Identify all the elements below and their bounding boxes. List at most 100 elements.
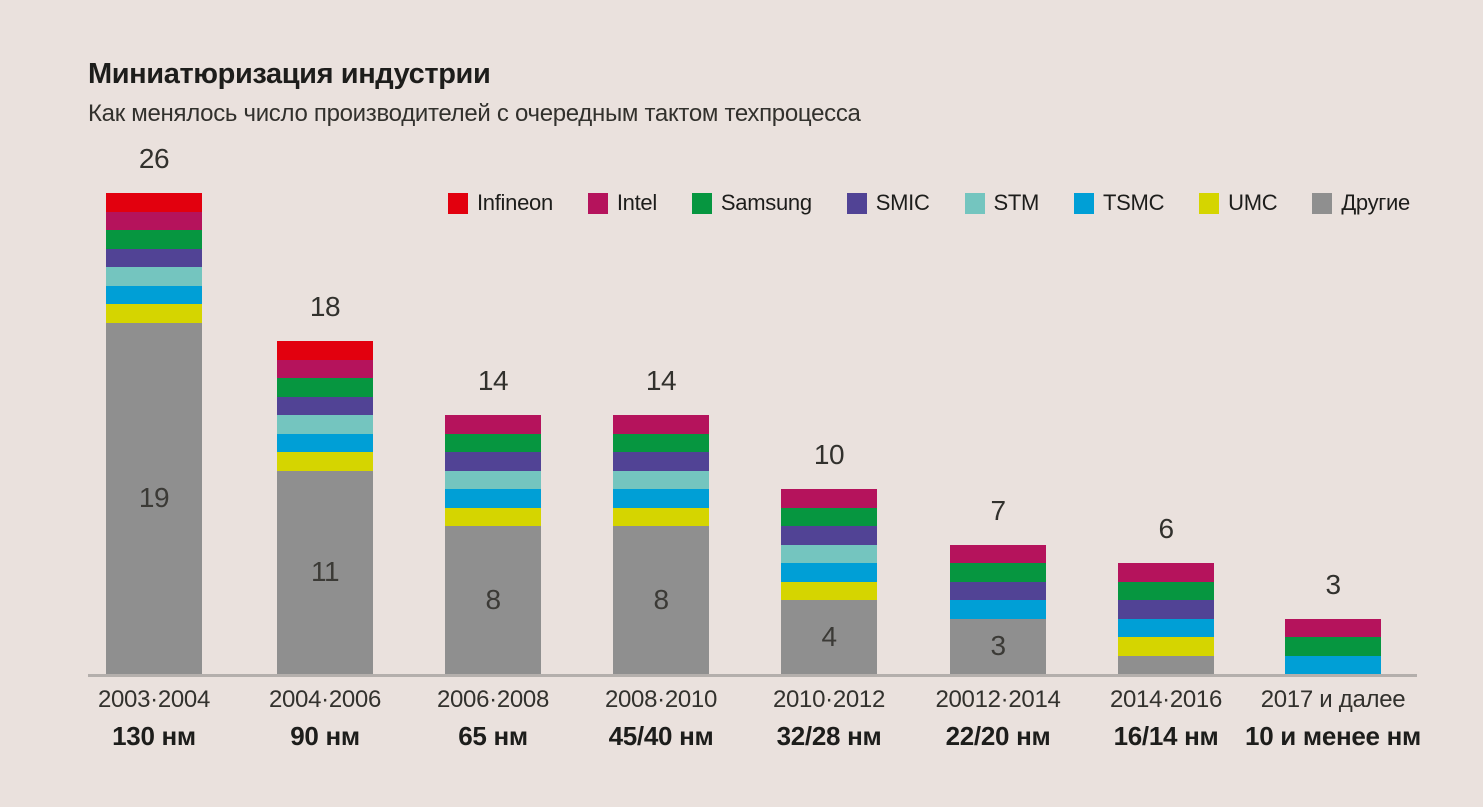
x-tick-node: 45/40 нм [608, 721, 714, 751]
legend-label: Другие [1341, 190, 1410, 215]
bar-segment-umc [781, 581, 877, 600]
legend-label: TSMC [1103, 190, 1165, 215]
bar-inside-label: 8 [653, 584, 669, 615]
x-tick-2006-2008: 2006·2008 65 нм [378, 686, 608, 752]
x-tick-2010-2012: 2010·2012 32/28 нм [714, 686, 944, 752]
bar-total-label: 26 [138, 143, 170, 174]
bar-segment-tsmc [950, 600, 1046, 619]
x-tick-node: 22/20 нм [945, 721, 1051, 751]
stacked-bar-45-40-нм: 8 [613, 415, 709, 674]
bar-segment-stm [445, 470, 541, 489]
legend-swatch-stm [964, 192, 985, 214]
bar-segment-tsmc [106, 285, 202, 304]
bar-segment-smic [106, 248, 202, 267]
bar-segment-umc [106, 304, 202, 323]
bar-total-label: 3 [1325, 568, 1341, 600]
bar-total-label: 18 [309, 291, 341, 322]
x-tick-node: 10 и менее нм [1245, 721, 1421, 751]
bar-inside-label: 4 [821, 621, 837, 652]
x-tick-2014-2016: 2014·2016 16/14 нм [1051, 686, 1281, 752]
bar-total-label: 6 [1158, 513, 1174, 544]
bar-segment-intel [277, 359, 373, 378]
stacked-bar-10-и-менее-нм [1285, 618, 1381, 674]
bar-inside-label: 19 [138, 482, 170, 514]
legend-label: SMIC [875, 190, 930, 215]
x-tick-2004-2006: 2004·2006 90 нм [210, 686, 440, 752]
bar-segment-umc [613, 507, 709, 526]
bar-segment-intel [1285, 618, 1381, 637]
x-tick-period: 2004·2006 [268, 686, 382, 713]
bar-segment-intel [445, 415, 541, 434]
bar-segment-smic [445, 452, 541, 471]
page-subtitle: Как менялось число производителей с очер… [88, 100, 861, 127]
bar-segment-другие: 8 [613, 526, 709, 674]
bar-segment-smic [613, 452, 709, 471]
stacked-bar-65-нм: 8 [445, 415, 541, 674]
bar-segment-smic [950, 581, 1046, 600]
bar-inside-label: 8 [485, 584, 501, 615]
legend-swatch-smic [846, 192, 867, 214]
legend-swatch-infineon [448, 192, 468, 214]
legend-label: Infineon [477, 190, 553, 215]
bar-segment-tsmc [781, 563, 877, 582]
bar-segment-samsung [1118, 581, 1214, 600]
x-tick-period: 2010·2012 [772, 686, 886, 713]
legend-label: Intel [616, 190, 657, 215]
bar-segment-tsmc [1118, 618, 1214, 637]
legend-item-infineon: Infineon [448, 190, 553, 216]
x-tick-2003-2004: 2003·2004 130 нм [39, 686, 269, 752]
bar-segment-umc [445, 507, 541, 526]
bar-segment-samsung [445, 433, 541, 452]
bar-segment-samsung [613, 433, 709, 452]
bar-segment-tsmc [613, 489, 709, 508]
bar-segment-tsmc [1285, 655, 1381, 674]
stacked-bar-90-нм: 11 [277, 341, 373, 674]
x-tick-period: 20012·2014 [935, 686, 1061, 713]
bar-segment-smic [277, 396, 373, 415]
legend-label: STM [993, 190, 1040, 215]
legend-item-другие: Другие [1312, 190, 1410, 216]
legend-item-stm: STM [964, 190, 1040, 216]
legend-item-intel: Intel [587, 190, 657, 216]
bar-segment-intel [106, 211, 202, 230]
bar-total-label: 10 [813, 439, 845, 470]
bar-segment-samsung [781, 507, 877, 526]
bar-segment-umc [277, 452, 373, 471]
bar-segment-другие: 19 [106, 322, 202, 674]
legend: Infineon Intel Samsung SMIC STM TSMC UMC Другие [448, 190, 1410, 216]
legend-swatch-umc [1199, 192, 1220, 214]
legend-swatch-samsung [691, 192, 712, 214]
x-tick-20012-2014: 20012·2014 22/20 нм [883, 686, 1113, 752]
bar-segment-smic [781, 526, 877, 545]
bar-total-label: 7 [990, 494, 1006, 526]
bar-segment-другие: 8 [445, 526, 541, 674]
bar-segment-stm [277, 415, 373, 434]
bar-segment-другие [1118, 655, 1214, 674]
bar-segment-umc [1118, 637, 1214, 656]
bar-total-label: 14 [645, 365, 677, 396]
x-tick-node: 90 нм [290, 721, 360, 751]
x-tick-2008-2010: 2008·2010 45/40 нм [546, 686, 776, 752]
bar-segment-tsmc [445, 489, 541, 508]
legend-swatch-intel [587, 192, 608, 214]
bar-segment-другие: 3 [950, 618, 1046, 674]
legend-item-smic: SMIC [846, 190, 930, 216]
x-tick-period: 2008·2010 [604, 686, 718, 713]
bar-segment-другие: 4 [781, 600, 877, 674]
bar-segment-samsung [277, 378, 373, 397]
legend-swatch-tsmc [1074, 192, 1095, 214]
x-axis-line [88, 674, 1417, 677]
x-tick-node: 32/28 нм [776, 721, 882, 751]
bar-inside-label: 11 [310, 556, 340, 588]
bar-total-label: 14 [477, 365, 509, 396]
x-tick-period: 2003·2004 [97, 686, 211, 713]
bar-segment-samsung [950, 563, 1046, 582]
bar-segment-intel [781, 489, 877, 508]
bar-segment-другие: 11 [277, 470, 373, 674]
stacked-bar-32-28-нм: 4 [781, 489, 877, 674]
stacked-bar-16-14-нм [1118, 563, 1214, 674]
legend-item-tsmc: TSMC [1074, 190, 1164, 216]
x-tick-node: 65 нм [458, 721, 528, 751]
